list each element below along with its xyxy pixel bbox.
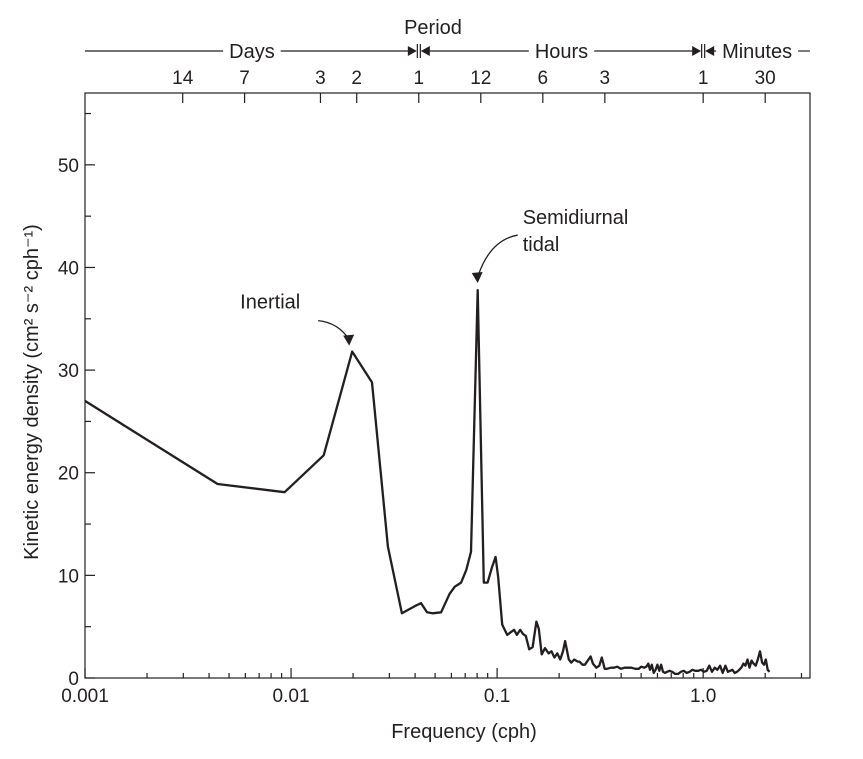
period-arrow-head [420,46,430,56]
period-band-label: Hours [535,41,588,63]
y-axis-label: Kinetic energy density (cm² s⁻² cph⁻¹) [21,224,43,560]
annotation-arrow [477,234,518,278]
y-tick-label: 30 [58,361,79,382]
y-tick-label: 40 [58,258,79,279]
period-tick-label: 30 [755,68,776,89]
period-axis-title: Period [404,17,462,39]
x-tick-label: 0.1 [484,686,510,707]
x-tick-label: 0.01 [273,686,310,707]
annotations: Inertial Semidiurnal tidal [240,207,628,346]
period-tick-label: 1 [413,68,424,89]
y-axis: 0 10 20 30 40 50 [58,112,95,690]
period-tick-label: 1 [698,68,709,89]
series-line [84,288,771,676]
period-tick-label: 7 [239,68,250,89]
y-tick-label: 10 [58,566,79,587]
period-arrow-head [692,46,702,56]
period-tick-label: 12 [470,68,491,89]
period-tick-label: 2 [351,68,362,89]
x-axis-label: Frequency (cph) [391,721,537,743]
x-tick-label: 0.001 [61,686,109,707]
plot-frame [84,92,811,679]
period-tick-label: 14 [172,68,194,89]
annotation-label: Semidiurnal [523,207,629,229]
annotation-label: tidal [523,234,560,256]
y-tick-label: 0 [68,669,79,690]
period-arrow-head [407,46,417,56]
period-tick-label: 3 [600,68,611,89]
period-tick-label: 3 [315,68,326,89]
annotation-arrow-head [471,272,483,284]
x-tick-label: 1.0 [690,686,716,707]
period-band-label: Days [229,41,275,63]
x-axis: 0.001 0.01 0.1 1.0 [61,668,803,707]
annotation-arrow-head [343,334,355,346]
period-band-label: Minutes [722,41,792,63]
annotation-label: Inertial [240,292,300,314]
y-tick-label: 50 [58,156,79,177]
y-tick-label: 20 [58,464,79,485]
period-axis: Period 14 7 3 2 1 12 6 3 1 30 Days Hours Minutes [85,17,810,103]
period-tick-label: 6 [538,68,549,89]
period-arrow-head [705,46,715,56]
